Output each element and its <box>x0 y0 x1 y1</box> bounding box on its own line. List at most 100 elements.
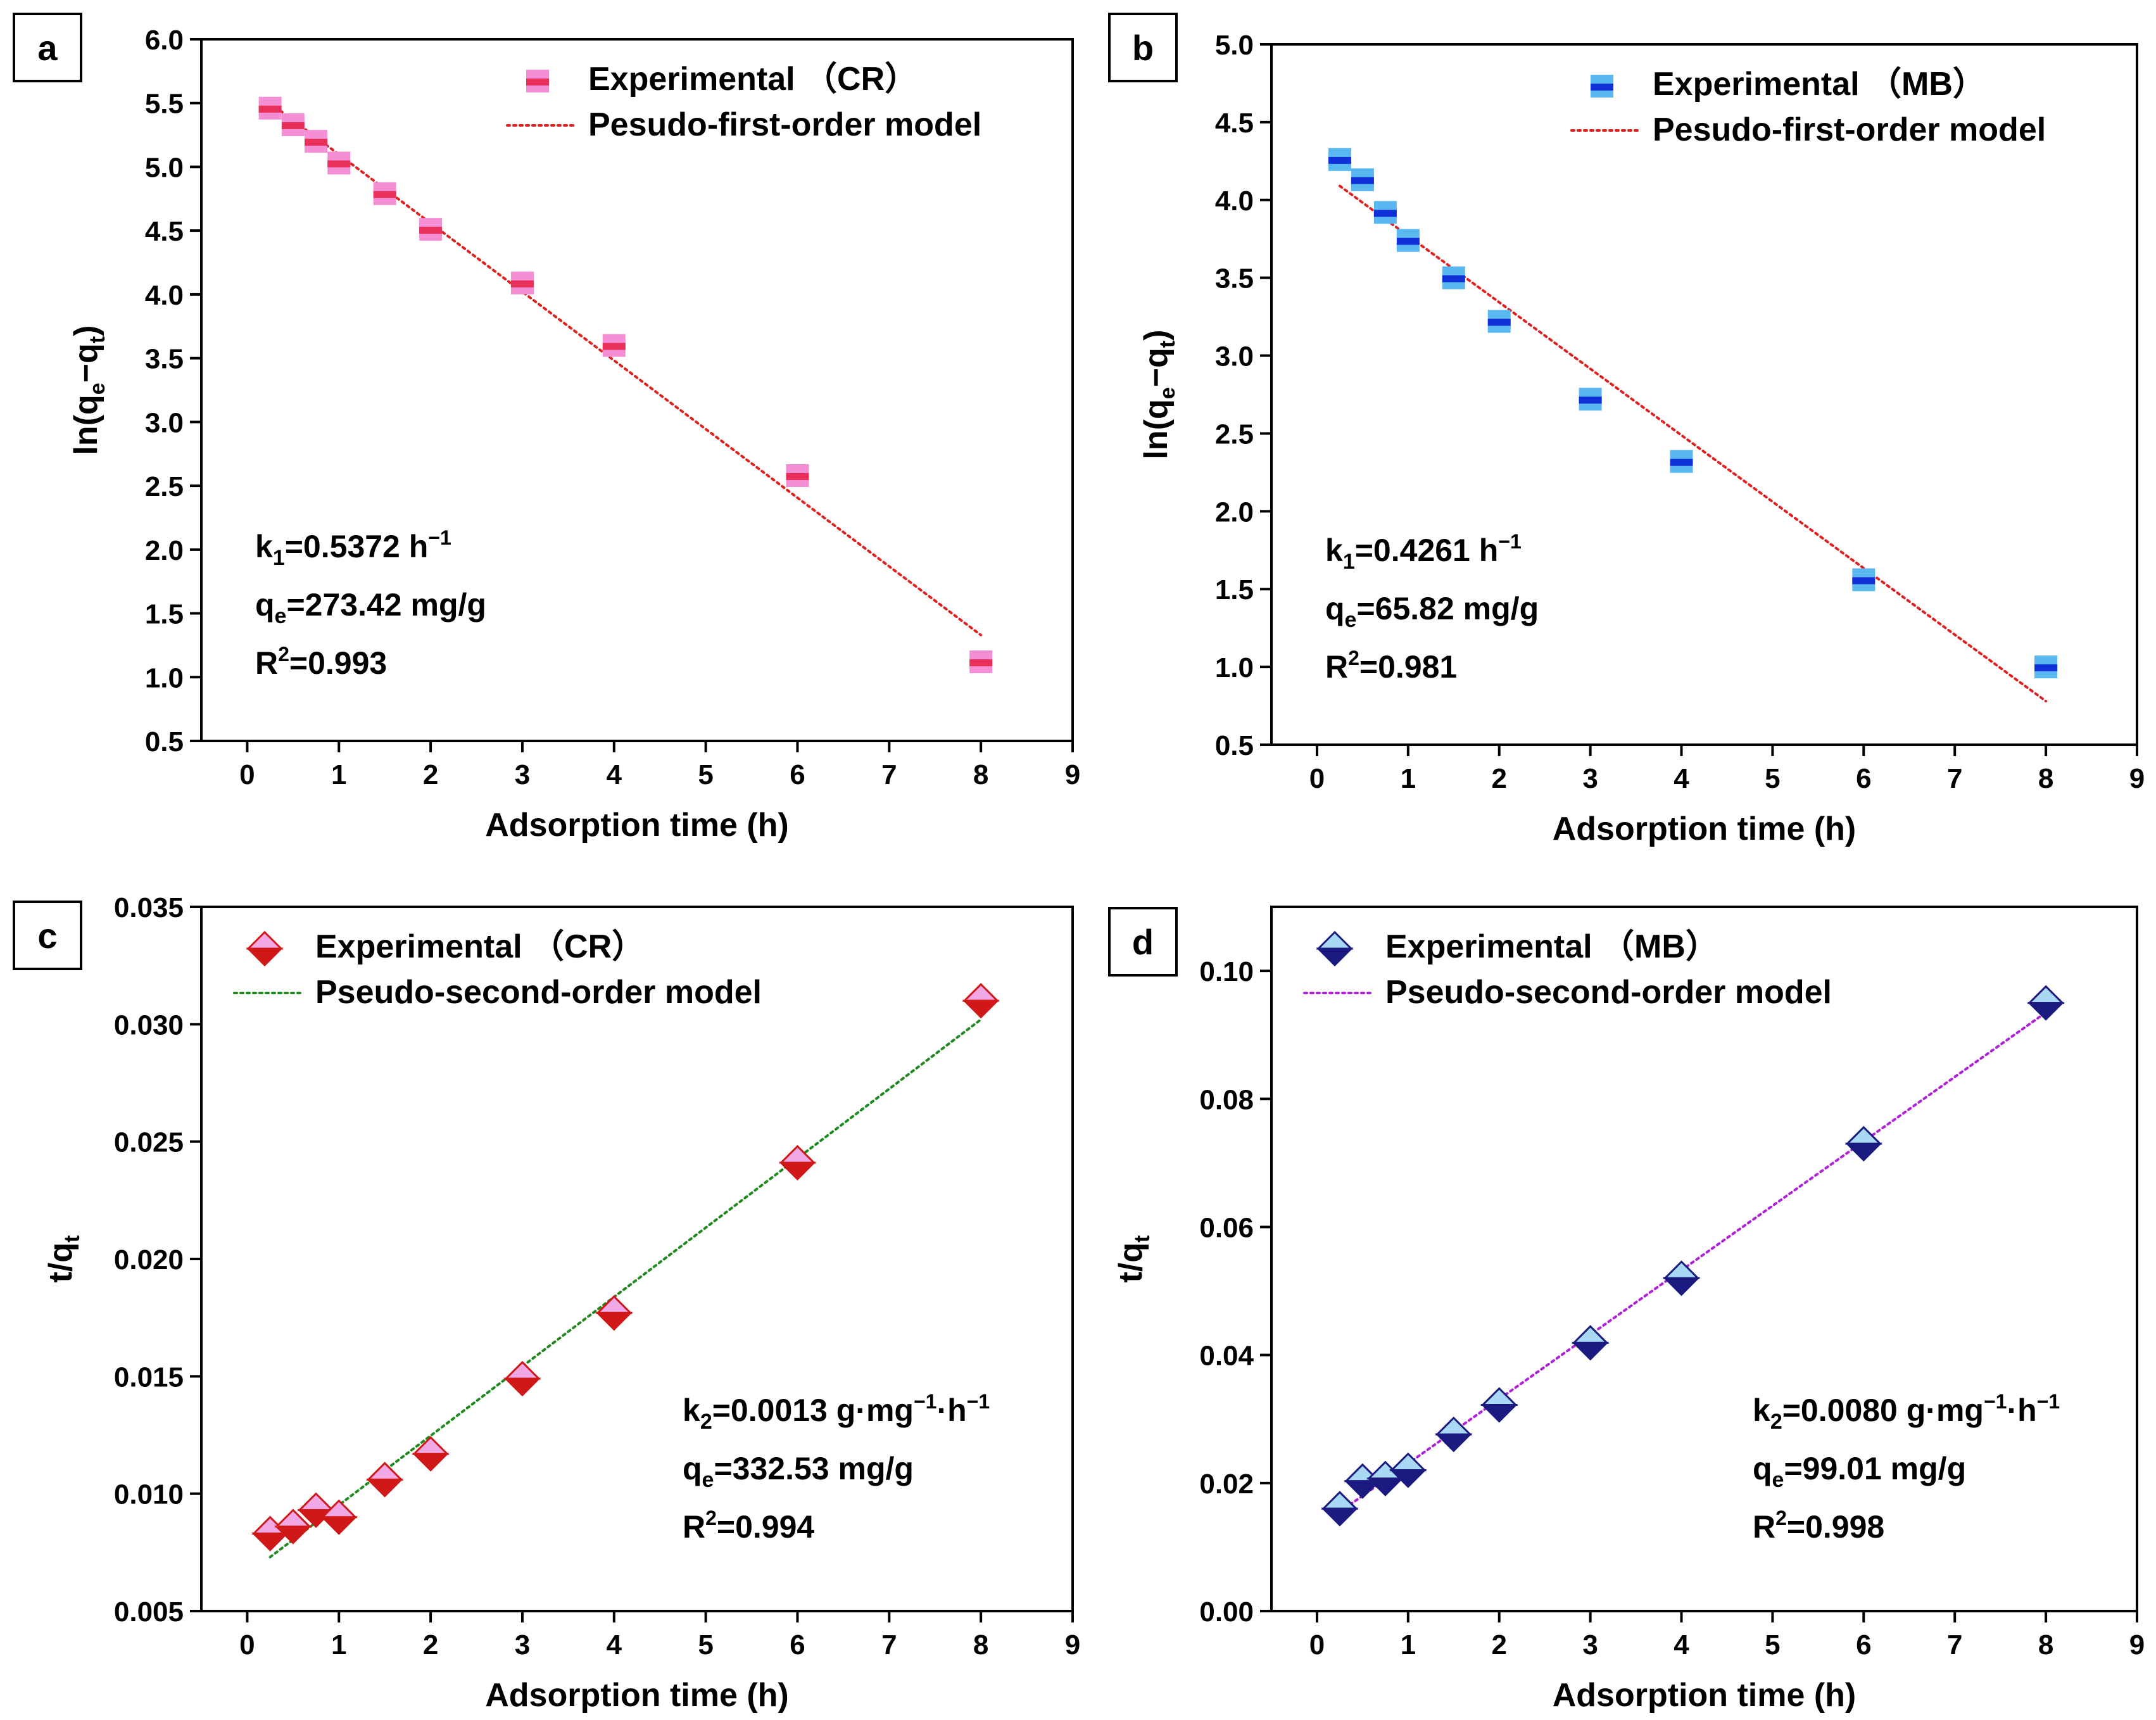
panel-b-legend: Experimental （MB） Pesudo-first-order mode… <box>1570 66 2046 148</box>
panel-a-legend: Experimental （CR） Pesudo-first-order mode… <box>506 61 981 143</box>
panel-d-ytick-label: 0.04 <box>1199 1341 1254 1372</box>
panel-b-ytick-label: 4.0 <box>1215 186 1254 217</box>
panel-c-data-point-top <box>778 1144 817 1164</box>
panel-c-ytick-label: 0.030 <box>114 1009 184 1040</box>
panel-a-ytick-label: 2.0 <box>145 535 184 566</box>
panel-b-data-point <box>1579 388 1602 411</box>
panel-a-ytick-label: 0.5 <box>145 726 184 757</box>
panel-a-data-point-band <box>602 343 626 350</box>
panel-b-xtick-label: 4 <box>1674 763 1689 794</box>
panel-a-xtick-label: 5 <box>698 759 713 790</box>
panel-a-data-point-band <box>327 160 351 168</box>
panel-b-ytick-label: 2.0 <box>1215 496 1254 528</box>
panel-a-ytick-label: 3.5 <box>145 344 184 375</box>
panel-d-data-point <box>1435 1416 1473 1453</box>
panel-a-xtick-label: 4 <box>607 759 622 790</box>
panel-c-legend-marker <box>246 930 284 967</box>
panel-a-data-point <box>327 151 351 175</box>
panel-d-ytick-label: 0.06 <box>1199 1212 1254 1243</box>
panel-c-data-point <box>412 1436 450 1472</box>
panel-a-data-point <box>786 464 809 487</box>
panel-d-xtick-label: 3 <box>1582 1629 1598 1660</box>
panel-a-xtick-label: 0 <box>239 759 255 790</box>
panel-b-legend-marker-band <box>1591 84 1613 91</box>
panel-d-legend-line-label: Pseudo-second-order model <box>1385 974 1832 1011</box>
panel-c-data-point-bottom <box>778 1161 817 1181</box>
panel-c-data-point-bottom <box>412 1453 450 1472</box>
panel-c-ytick-label: 0.005 <box>114 1597 184 1628</box>
panel-b-legend-marker <box>1591 75 1613 98</box>
panel-b-legend-line-label: Pesudo-first-order model <box>1653 111 2046 148</box>
panel-d-xtick-label: 2 <box>1491 1629 1506 1660</box>
panel-c-xtick-label: 2 <box>423 1629 438 1660</box>
panel-b-xlabel: Adsorption time (h) <box>1553 811 1857 847</box>
panel-c-fit-params: k2=0.0013 g·mg−1·h−1 qe=332.53 mg/g R2=0.9… <box>683 1390 990 1545</box>
panel-d-param-k2: k2=0.0080 g·mg−1·h−1 <box>1753 1390 2060 1434</box>
panel-d-data-point-bottom <box>1321 1507 1359 1527</box>
panel-d-legend-marker-top <box>1316 930 1354 950</box>
panel-a-param-R2: R2=0.993 <box>255 643 387 681</box>
panel-d-data-point-top <box>1844 1125 1882 1145</box>
panel-c-data-point <box>366 1462 404 1498</box>
panel-d: d 0 1 2 3 4 5 6 7 8 9 0.00 0.02 0.04 0.06 0.08 0.10 Adsor… <box>1108 906 2145 1714</box>
panel-c-data-point <box>595 1295 633 1331</box>
panel-c-ytick-label: 0.025 <box>114 1127 184 1158</box>
panel-a-xtick-label: 1 <box>331 759 346 790</box>
panel-d-data-point <box>2027 985 2065 1021</box>
panel-b-ytick-label: 5.0 <box>1215 30 1254 61</box>
panel-c-ytick-label: 0.035 <box>114 892 184 923</box>
panel-d-data-point-bottom <box>1844 1142 1882 1162</box>
panel-d-ylabel: t/qt <box>1113 1236 1154 1283</box>
panel-c-data-point-top <box>503 1360 541 1380</box>
panel-c-xtick-label: 1 <box>331 1629 346 1660</box>
panel-d-legend-marker <box>1316 930 1354 967</box>
panel-b-xtick-label: 7 <box>1947 763 1962 794</box>
panel-b-data-point-band <box>1579 396 1602 404</box>
panel-d-legend-marker-bottom <box>1316 947 1354 967</box>
panel-a-ytick-label: 6.0 <box>145 25 184 56</box>
panel-d-data-point-top <box>1435 1416 1473 1436</box>
panel-d-data-point <box>1366 1460 1404 1496</box>
panel-b-data-point-band <box>2034 664 2058 672</box>
panel-a-param-qe: qe=273.42 mg/g <box>255 587 486 628</box>
panel-b-label: b <box>1132 28 1154 68</box>
panel-c-label-box <box>13 901 82 970</box>
panel-a-ytick-label: 1.5 <box>145 599 184 630</box>
panel-b-data-point-band <box>1328 156 1351 164</box>
panel-a-label-box <box>13 13 82 82</box>
panel-a-xtick-label: 9 <box>1065 759 1080 790</box>
panel-d-xtick-label: 9 <box>2129 1629 2145 1660</box>
panel-b-frame <box>1270 43 2138 746</box>
panel-b-param-k1: k1=0.4261 h−1 <box>1325 530 1522 574</box>
panel-b-data-point <box>1442 266 1465 289</box>
panel-a-data-point <box>281 113 305 136</box>
panel-d-fit-params: k2=0.0080 g·mg−1·h−1 qe=99.01 mg/g R2=0.99… <box>1753 1390 2060 1545</box>
panel-d-data-point-bottom <box>1344 1480 1382 1499</box>
panel-c-data-point-bottom <box>595 1312 633 1331</box>
panel-a-xlabel: Adsorption time (h) <box>485 807 789 844</box>
panel-b-data-point <box>1373 201 1397 224</box>
panel-b-xtick-label: 8 <box>2038 763 2053 794</box>
panel-c-ytick-label: 0.020 <box>114 1244 184 1275</box>
panel-a-legend-marker-band <box>526 79 549 85</box>
panel-a-ytick-label: 3.0 <box>145 407 184 438</box>
panel-d-data-point-bottom <box>2027 1002 2065 1021</box>
panel-c-data-point-bottom <box>274 1526 312 1545</box>
panel-c-xtick-label: 6 <box>790 1629 805 1660</box>
panel-c-xtick-label: 0 <box>239 1629 255 1660</box>
panel-d-ytick-label: 0.02 <box>1199 1469 1254 1500</box>
panel-a-ytick-label: 5.0 <box>145 152 184 183</box>
panel-c-data-point-top <box>297 1492 335 1512</box>
panel-b-label-box <box>1108 13 1178 82</box>
panel-a-ylabel: ln(qe−qt) <box>68 325 110 455</box>
panel-a-xtick-label: 3 <box>515 759 530 790</box>
panel-b-xtick-label: 9 <box>2129 763 2145 794</box>
panel-c-data-point-bottom <box>503 1377 541 1397</box>
panel-b-data-point <box>1670 450 1693 473</box>
panel-d-data-point-top <box>1572 1325 1610 1344</box>
panel-d-xtick-label: 4 <box>1674 1629 1689 1660</box>
panel-d-xtick-label: 6 <box>1856 1629 1871 1660</box>
panel-c-xtick-label: 4 <box>607 1629 622 1660</box>
panel-c-xtick-label: 8 <box>973 1629 988 1660</box>
